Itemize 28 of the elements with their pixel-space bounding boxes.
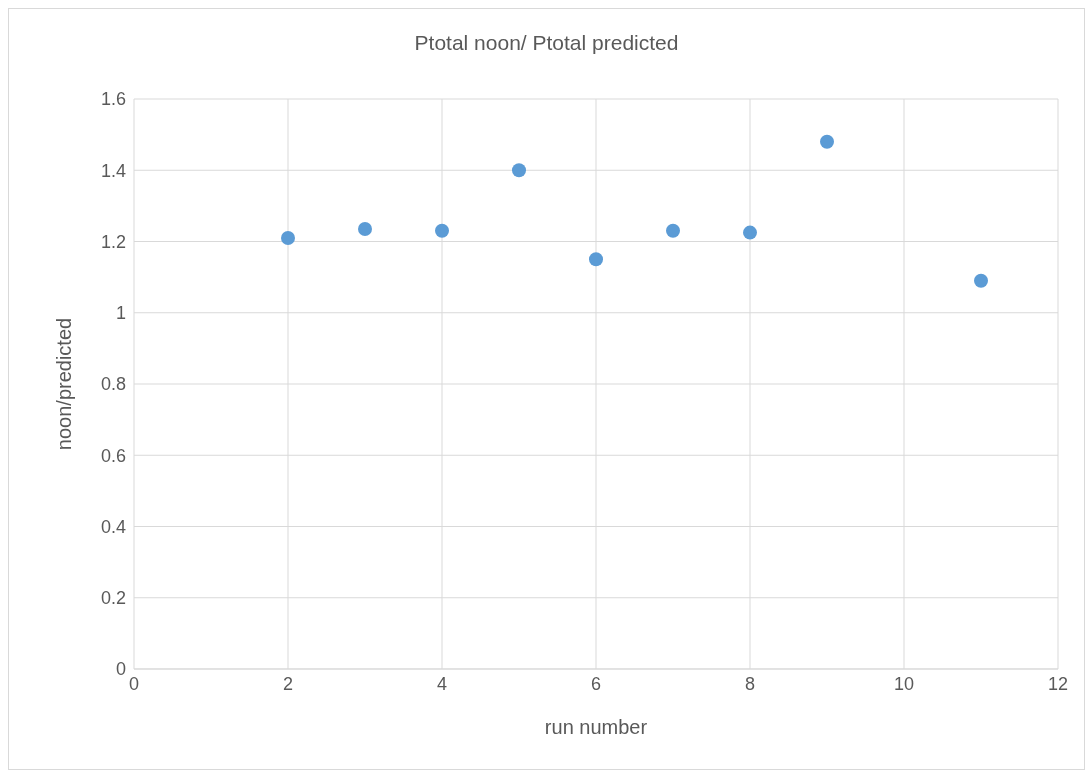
y-tick-label: 0.6 <box>100 445 126 466</box>
y-tick-label: 0.8 <box>100 374 126 395</box>
x-tick-label: 10 <box>893 673 915 694</box>
y-tick-label: 1 <box>115 303 126 324</box>
point <box>820 134 834 149</box>
point <box>666 223 680 238</box>
x-axis-title: run number <box>544 716 648 738</box>
y-tick-label: 0.4 <box>100 516 126 537</box>
y-axis-title: noon/predicted <box>53 317 76 451</box>
x-tick-label: 12 <box>1047 673 1069 694</box>
y-tick-label: 0 <box>115 659 126 680</box>
point <box>512 163 526 178</box>
point <box>743 225 757 240</box>
y-tick-label: 1.2 <box>100 231 126 252</box>
x-tick-label: 6 <box>590 673 602 694</box>
point <box>974 273 988 288</box>
y-tick-label: 0.2 <box>100 588 126 609</box>
x-tick-label: 2 <box>282 673 294 694</box>
y-tick-label: 1.4 <box>100 160 126 181</box>
x-tick-label: 8 <box>744 673 756 694</box>
point <box>281 230 295 245</box>
y-tick-label: 1.6 <box>100 89 126 110</box>
x-tick-label: 4 <box>436 673 448 694</box>
chart-title: Ptotal noon/ Ptotal predicted <box>413 31 680 55</box>
point <box>589 252 603 267</box>
point <box>358 222 372 237</box>
x-tick-label: 0 <box>128 673 140 694</box>
point <box>435 223 449 238</box>
